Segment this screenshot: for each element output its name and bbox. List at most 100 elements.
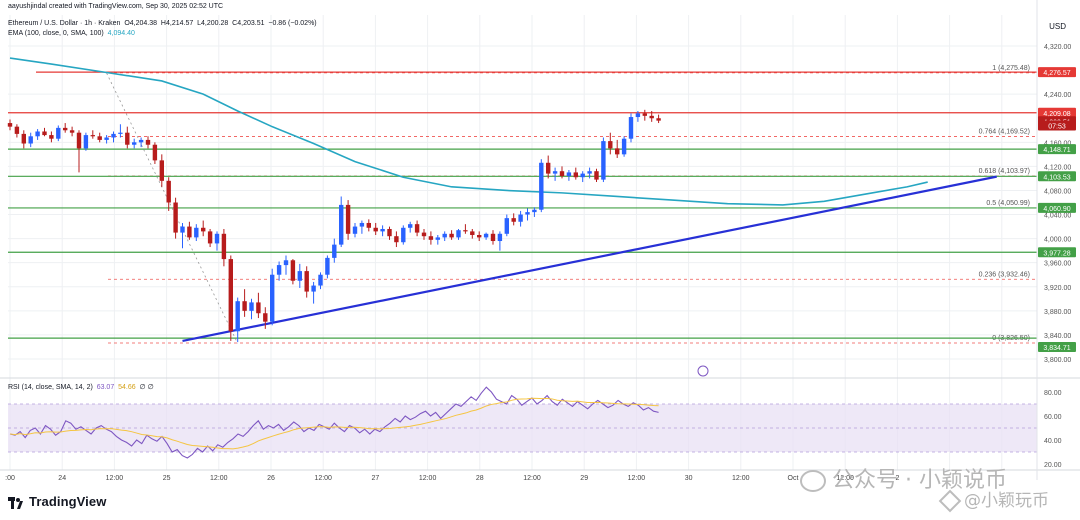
candle-body: [573, 172, 578, 178]
ema-legend[interactable]: EMA (100, close, 0, SMA, 100) 4,094.40: [8, 30, 135, 37]
candle: [304, 266, 309, 298]
candle-body: [518, 214, 523, 222]
x-tick-label: 12:00: [523, 475, 541, 482]
low-value: L4,200.28: [197, 20, 229, 27]
tradingview-logo[interactable]: TradingView: [8, 494, 106, 509]
candle-body: [242, 301, 247, 311]
candle-body: [373, 227, 378, 232]
candle-body: [235, 301, 240, 332]
watermark-account: @小颖玩币: [938, 486, 1049, 513]
candle-body: [290, 260, 296, 281]
fib-label: 0.236 (3,932.46): [979, 271, 1030, 278]
candle-body: [221, 233, 227, 260]
price-label-bg: [1038, 107, 1076, 118]
rsi-tick-label: 80.00: [1044, 390, 1062, 397]
candle: [118, 124, 123, 138]
candle: [483, 232, 489, 240]
candle: [132, 138, 137, 149]
candle-body: [318, 274, 323, 286]
rsi-tick-label: 40.00: [1044, 438, 1062, 445]
y-tick-label: 3,920.00: [1044, 285, 1071, 292]
candle: [270, 268, 275, 326]
change-value: −0.86 (−0.02%): [268, 20, 317, 27]
candle: [152, 142, 158, 164]
price-label-bg: [1038, 120, 1076, 131]
candle: [635, 111, 641, 122]
candle-body: [394, 236, 399, 243]
candle-body: [532, 209, 537, 213]
y-tick-label: 3,800.00: [1044, 357, 1071, 364]
candle-body: [366, 222, 371, 228]
candle: [649, 111, 654, 122]
candle: [601, 137, 606, 183]
y-tick-label: 3,960.00: [1044, 261, 1071, 268]
candle-body: [69, 130, 75, 133]
candle: [201, 220, 206, 237]
watermark-right-text: @小颖玩币: [964, 491, 1049, 511]
candle: [125, 126, 130, 149]
candle-body: [635, 113, 641, 118]
x-tick-label: 29: [580, 475, 588, 482]
candle-body: [187, 226, 192, 238]
watermark-left-text: 公众号 · 小颖说币: [832, 468, 1007, 493]
candle: [421, 228, 427, 240]
currency-label: USD: [1049, 22, 1066, 31]
rsi-label: RSI (14, close, SMA, 14, 2): [8, 384, 93, 391]
candle: [35, 129, 40, 140]
candle-body: [263, 313, 268, 322]
candle: [504, 214, 509, 237]
candle-body: [628, 117, 634, 139]
candle: [21, 130, 26, 149]
candle-body: [580, 173, 585, 178]
x-tick-label: 12:00: [106, 475, 124, 482]
candle: [283, 255, 289, 275]
candle: [435, 235, 440, 245]
candle-body: [49, 135, 54, 139]
x-tick-label: 26: [267, 475, 275, 482]
candle-body: [207, 231, 213, 244]
candle: [7, 119, 13, 131]
account-icon: [938, 489, 962, 513]
candle: [490, 230, 496, 245]
wechat-icon: [800, 470, 826, 492]
price-label: 4,148.71: [1043, 147, 1070, 154]
candle: [256, 292, 261, 319]
price-label: 3,977.28: [1043, 250, 1070, 257]
y-tick-label: 3,840.00: [1044, 333, 1071, 340]
price-label-bg: [1038, 171, 1076, 182]
price-label-bg: [1038, 247, 1076, 258]
candle-body: [497, 233, 503, 242]
candle-body: [511, 218, 516, 222]
candle: [228, 255, 233, 341]
price-label: 4,209.08: [1043, 111, 1070, 118]
candle: [63, 123, 68, 133]
price-label: 07:53: [1048, 123, 1066, 130]
candle: [56, 125, 61, 142]
candle-body: [14, 126, 20, 134]
tradingview-icon: [8, 496, 24, 509]
candle: [442, 231, 447, 242]
candle-body: [387, 228, 392, 237]
candle: [214, 231, 220, 251]
x-tick-label: 30: [685, 475, 693, 482]
candle-body: [449, 233, 454, 238]
candle-body: [118, 132, 123, 134]
candle-body: [270, 274, 275, 322]
candle-body: [83, 135, 89, 149]
candle-body: [325, 257, 330, 275]
rsi-ma-line: [9, 397, 659, 450]
candle: [145, 136, 151, 149]
candle: [194, 224, 199, 242]
candle: [69, 126, 75, 137]
candle-body: [477, 235, 482, 238]
symbol-text[interactable]: Ethereum / U.S. Dollar · 1h · Kraken: [8, 20, 121, 27]
candle: [235, 297, 240, 343]
author-text: aayushjindal created with TradingView.co…: [8, 3, 224, 10]
candle-body: [173, 202, 178, 233]
rsi-legend[interactable]: RSI (14, close, SMA, 14, 2) 63.07 54.66 …: [8, 383, 154, 391]
candle: [621, 136, 627, 157]
candle: [539, 159, 544, 213]
rsi-tick-label: 60.00: [1044, 414, 1062, 421]
candle: [615, 139, 620, 158]
